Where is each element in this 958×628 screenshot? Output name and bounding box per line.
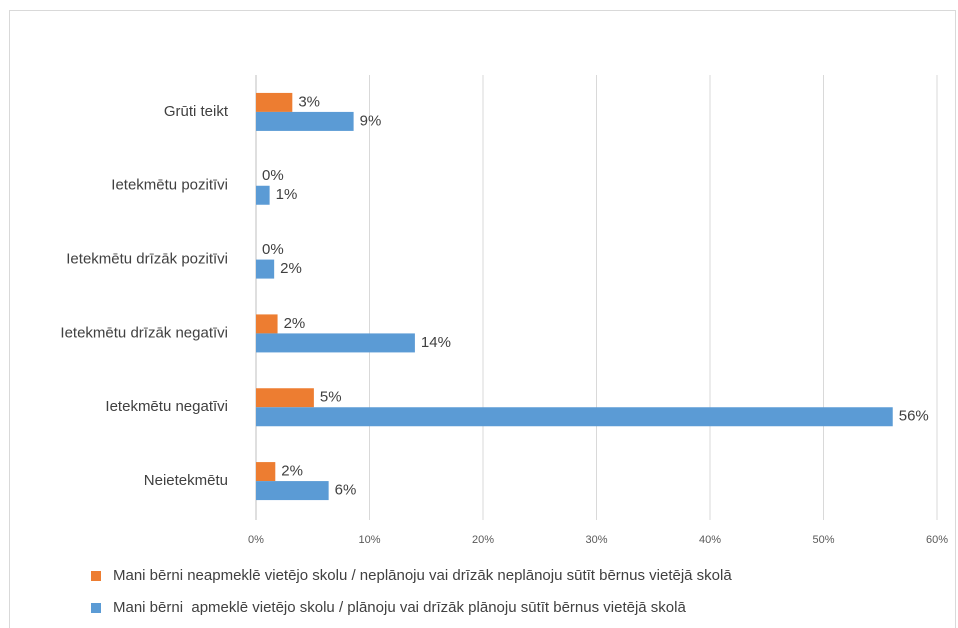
bar <box>256 92 293 112</box>
bar <box>256 185 270 205</box>
x-tick-label: 20% <box>472 534 494 546</box>
legend-swatch <box>91 571 101 581</box>
x-tick-label: 60% <box>926 534 948 546</box>
data-label: 0% <box>262 241 284 258</box>
category-label: Ietekmētu drīzāk pozitīvi <box>66 251 228 268</box>
bar <box>256 407 893 427</box>
legend-label: Mani bērni neapmeklē vietējo skolu / nep… <box>113 567 732 584</box>
bar <box>256 388 314 408</box>
data-label: 2% <box>280 260 302 277</box>
bar <box>256 333 415 353</box>
category-label: Grūti teikt <box>164 103 229 120</box>
data-label: 5% <box>320 389 342 406</box>
bar <box>256 481 329 501</box>
x-tick-label: 0% <box>248 534 264 546</box>
bar <box>256 314 278 334</box>
category-label: Ietekmētu drīzāk negatīvi <box>60 324 228 341</box>
bar <box>256 259 275 279</box>
x-tick-label: 50% <box>812 534 834 546</box>
legend-label: Mani bērni apmeklē vietējo skolu / plāno… <box>113 599 686 616</box>
category-label: Ietekmētu pozitīvi <box>111 177 228 194</box>
x-tick-label: 40% <box>699 534 721 546</box>
data-label: 56% <box>899 408 929 425</box>
data-label: 14% <box>421 334 451 351</box>
category-label: Neietekmētu <box>144 472 228 489</box>
chart-border <box>9 10 956 628</box>
legend-swatch <box>91 603 101 613</box>
data-label: 1% <box>276 186 298 203</box>
category-label: Ietekmētu negatīvi <box>105 398 228 415</box>
x-tick-label: 30% <box>585 534 607 546</box>
data-label: 6% <box>335 482 357 499</box>
bar <box>256 111 354 131</box>
x-tick-label: 10% <box>358 534 380 546</box>
data-label: 0% <box>262 167 284 184</box>
data-label: 3% <box>298 93 320 110</box>
data-label: 2% <box>281 463 303 480</box>
data-label: 2% <box>284 315 306 332</box>
bar <box>256 462 276 482</box>
data-label: 9% <box>360 112 382 129</box>
